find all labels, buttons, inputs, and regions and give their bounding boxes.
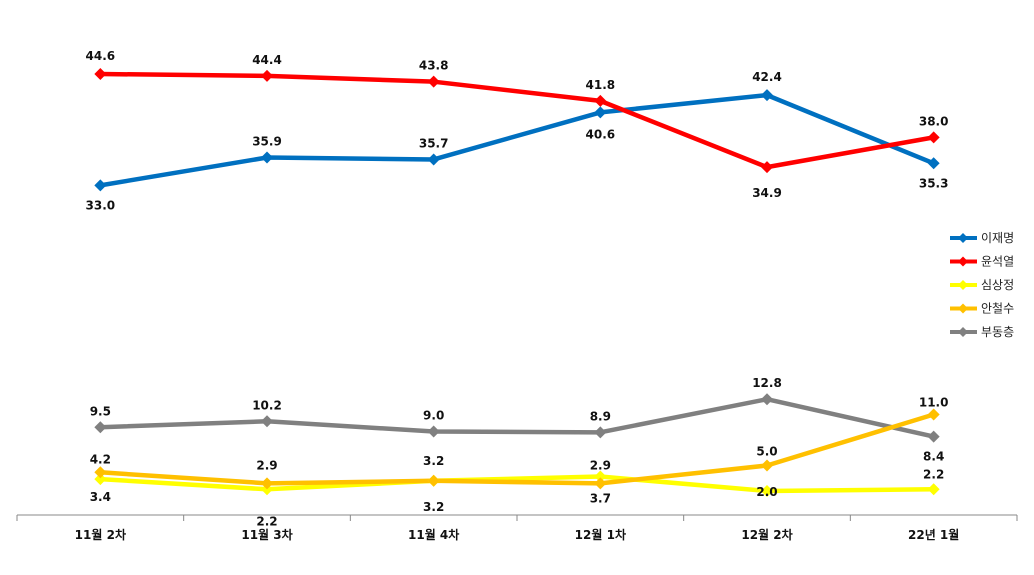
data-value-label: 33.0 xyxy=(86,198,116,212)
data-value-label: 43.8 xyxy=(419,59,449,73)
data-point-marker xyxy=(94,421,107,434)
data-point-marker xyxy=(927,430,940,443)
data-point-marker xyxy=(594,470,607,483)
series-line xyxy=(100,396,935,439)
data-value-label: 35.3 xyxy=(919,176,949,190)
data-value-label: 35.7 xyxy=(419,136,449,150)
data-point-marker xyxy=(261,477,273,490)
data-value-label: 44.4 xyxy=(252,53,282,67)
data-point-marker xyxy=(261,69,273,82)
data-point-marker xyxy=(761,459,773,472)
data-point-marker xyxy=(94,179,107,192)
data-point-marker xyxy=(94,466,107,479)
data-value-label: 42.4 xyxy=(752,70,782,84)
legend-label: 부동층 xyxy=(981,325,1014,339)
data-value-label: 12.8 xyxy=(752,376,782,390)
data-value-label: 2.0 xyxy=(756,485,777,499)
data-point-marker xyxy=(594,426,607,439)
x-tick-label: 22년 1월 xyxy=(908,527,959,542)
data-value-label: 2.2 xyxy=(256,514,277,528)
data-value-label: 3.4 xyxy=(90,490,111,504)
legend-marker xyxy=(958,233,968,243)
data-point-marker xyxy=(927,157,940,170)
data-value-label: 38.0 xyxy=(919,114,949,128)
x-tick-label: 11월 2차 xyxy=(75,527,126,542)
data-value-label: 41.8 xyxy=(586,78,616,92)
data-point-marker xyxy=(594,477,607,490)
data-value-label: 8.4 xyxy=(923,450,944,464)
x-tick-label: 11월 3차 xyxy=(241,527,292,542)
data-value-label: 2.2 xyxy=(923,467,944,481)
data-point-marker xyxy=(594,106,607,119)
legend-marker xyxy=(958,256,968,267)
legend-marker xyxy=(958,303,968,314)
data-point-marker xyxy=(94,68,107,80)
data-value-label: 8.9 xyxy=(590,409,611,423)
data-point-marker xyxy=(94,473,107,486)
legend-label: 안철수 xyxy=(981,302,1014,316)
data-point-marker xyxy=(261,415,273,428)
data-value-label: 3.2 xyxy=(423,500,444,514)
data-point-marker xyxy=(761,89,773,102)
legend-label: 심상정 xyxy=(981,278,1014,292)
data-point-marker xyxy=(761,485,773,497)
data-value-label: 11.0 xyxy=(919,396,949,410)
data-value-label: 9.5 xyxy=(90,404,111,418)
data-value-label: 2.9 xyxy=(256,458,277,472)
data-value-label: 3.2 xyxy=(423,454,444,468)
data-point-marker xyxy=(427,75,440,88)
x-tick-label: 11월 4차 xyxy=(408,527,459,542)
series-line xyxy=(99,92,935,188)
legend-label: 이재명 xyxy=(981,231,1014,245)
data-value-label: 5.0 xyxy=(756,445,777,459)
data-point-marker xyxy=(761,161,773,174)
series-line xyxy=(100,474,934,494)
data-value-label: 44.6 xyxy=(86,49,116,63)
legend-label: 윤석열 xyxy=(981,255,1014,269)
data-point-marker xyxy=(927,131,940,144)
data-point-marker xyxy=(427,153,440,166)
legend-marker xyxy=(958,280,968,290)
x-tick-label: 12월 1차 xyxy=(575,527,626,542)
data-value-label: 10.2 xyxy=(252,398,282,412)
data-value-label: 3.7 xyxy=(590,492,611,506)
data-value-label: 2.9 xyxy=(590,458,611,472)
data-value-label: 4.2 xyxy=(90,452,111,466)
legend-marker xyxy=(958,327,968,337)
data-point-marker xyxy=(927,483,940,496)
data-point-marker xyxy=(594,94,607,107)
data-point-marker xyxy=(261,151,273,164)
data-point-marker xyxy=(927,408,940,421)
data-value-label: 9.0 xyxy=(423,409,444,423)
data-value-label: 40.6 xyxy=(586,127,616,141)
series-line xyxy=(100,71,935,170)
data-value-label: 35.9 xyxy=(252,135,282,149)
data-point-marker xyxy=(427,425,440,438)
series-line xyxy=(100,412,935,486)
data-value-label: 34.9 xyxy=(752,186,782,200)
data-point-marker xyxy=(427,474,440,487)
data-point-marker xyxy=(761,393,773,406)
x-tick-label: 12월 2차 xyxy=(741,527,792,542)
